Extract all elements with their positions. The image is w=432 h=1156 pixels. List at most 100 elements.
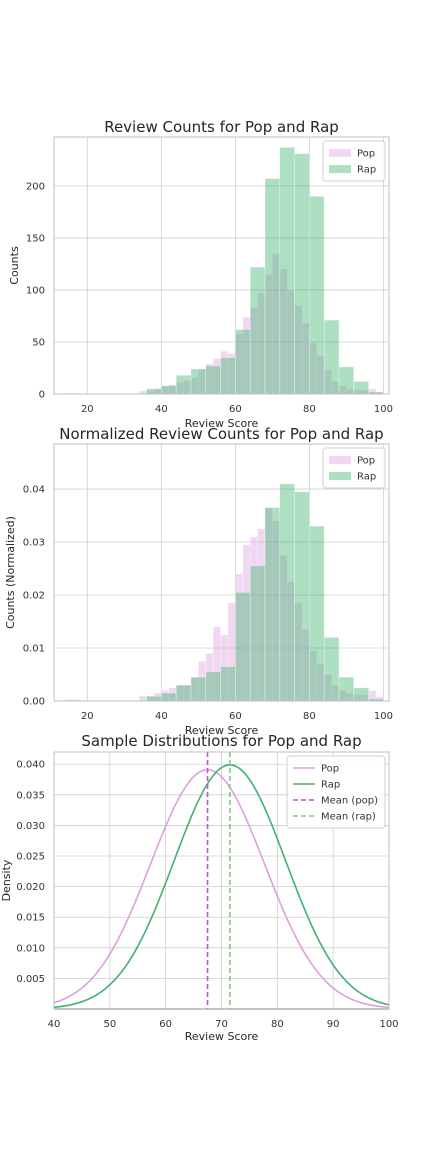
legend-box (322, 140, 386, 182)
y-tick-label: 0.01 (23, 644, 45, 655)
y-axis-label: Counts (Normalized) (4, 516, 17, 629)
legend-label: Mean (rap) (321, 812, 376, 823)
x-tick-label: 50 (103, 1019, 116, 1030)
legend-box (286, 755, 386, 829)
rap-histogram-bar (294, 491, 310, 701)
rap-histogram-bar (220, 666, 236, 701)
legend: Pop Rap Mean (pop) Mean (rap) (286, 755, 386, 829)
rap-histogram-bar (338, 676, 355, 701)
rap-histogram-bar (264, 178, 281, 394)
rap-histogram-bar (279, 147, 295, 394)
y-tick-label: 0 (39, 390, 45, 401)
x-tick-label: 70 (215, 1019, 228, 1030)
x-tick-label: 20 (81, 404, 94, 415)
pop-density-curve (54, 768, 389, 1009)
rap-histogram-bar (279, 483, 295, 701)
rap-histogram-bar (175, 684, 192, 701)
rap-histogram-bar (353, 687, 369, 701)
x-axis-label: Review Score (185, 417, 259, 430)
plot-area (64, 483, 384, 701)
y-tick-label: 0.040 (16, 760, 45, 771)
legend-swatch (329, 456, 351, 464)
y-tick-label: 150 (26, 233, 45, 244)
chart-title: Normalized Review Counts for Pop and Rap (59, 425, 383, 443)
y-tick-label: 0.025 (16, 852, 45, 863)
x-tick-label: 20 (81, 711, 94, 722)
y-tick-label: 100 (26, 285, 45, 296)
y-tick-label: 0.005 (16, 974, 45, 985)
y-tick-label: 0.03 (23, 538, 45, 549)
legend-label: Mean (pop) (321, 796, 378, 807)
y-axis-label: Counts (8, 246, 21, 285)
legend-label: Pop (357, 149, 375, 160)
rap-histogram-bar (205, 365, 221, 394)
x-tick-label: 90 (327, 1019, 340, 1030)
y-tick-label: 0.020 (16, 882, 45, 893)
rap-histogram-bar (161, 385, 177, 394)
rap-histogram-bar (146, 695, 162, 701)
plot-frame (53, 136, 390, 395)
y-tick-label: 0.015 (16, 913, 45, 924)
x-tick-label: 60 (159, 1019, 172, 1030)
rap-histogram-bar (309, 525, 325, 701)
rap-histogram-bar (146, 388, 162, 394)
y-axis-label: Density (0, 859, 13, 901)
x-tick-label: 60 (229, 404, 242, 415)
x-tick-label: 40 (155, 404, 168, 415)
legend-label: Pop (321, 764, 339, 775)
rap-histogram-bar (338, 366, 355, 394)
y-tick-label: 50 (32, 337, 45, 348)
rap-histogram-bar (323, 637, 340, 701)
pop-histogram-bar (72, 699, 81, 701)
rap-histogram-bar (368, 391, 384, 394)
rap-histogram-bar (175, 374, 192, 394)
rap-histogram-bar (205, 671, 221, 701)
chart-review-counts: 20 40 60 80 100 0 50 100 150 200 Review Counts for… (8, 118, 393, 430)
legend-label: Rap (321, 780, 340, 791)
rap-histogram-bar (190, 368, 207, 394)
chart-sample-distributions: 40 50 60 70 80 90 100 0.005 0.010 0.015 0.020 0.025… (0, 732, 399, 1043)
legend-label: Rap (357, 165, 376, 176)
x-tick-label: 100 (374, 404, 393, 415)
rap-histogram-bar (294, 153, 310, 394)
chart-title: Sample Distributions for Pop and Rap (81, 732, 361, 750)
rap-histogram-bar (235, 592, 251, 701)
plot-frame (53, 443, 390, 702)
rap-histogram-bar (190, 676, 207, 701)
rap-histogram-bar (309, 196, 325, 394)
rap-histogram-bar (323, 319, 340, 394)
chart-title: Review Counts for Pop and Rap (104, 118, 339, 136)
rap-histogram-bar (353, 381, 369, 394)
legend: Pop Rap (322, 447, 386, 489)
y-tick-label: 200 (26, 181, 45, 192)
rap-histogram-bar (249, 266, 266, 394)
rap-density-curve (54, 764, 389, 1009)
legend-swatch (329, 165, 351, 173)
x-tick-label: 100 (379, 1019, 398, 1030)
plot-area (54, 752, 389, 1009)
x-axis-label: Review Score (185, 724, 259, 737)
plot-area (64, 147, 384, 394)
x-tick-label: 40 (155, 711, 168, 722)
x-tick-label: 80 (303, 404, 316, 415)
x-tick-label: 80 (303, 711, 316, 722)
rap-histogram-bar (264, 507, 281, 701)
rap-histogram-bar (220, 357, 236, 394)
x-tick-label: 100 (374, 711, 393, 722)
rap-histogram-bar (368, 698, 384, 701)
x-tick-label: 60 (229, 711, 242, 722)
legend: Pop Rap (322, 140, 386, 182)
legend-box (322, 447, 386, 489)
rap-histogram-bar (161, 692, 177, 701)
y-tick-label: 0.00 (23, 697, 45, 708)
x-tick-label: 40 (48, 1019, 61, 1030)
legend-swatch (329, 149, 351, 157)
chart-normalized-review-counts: 20 40 60 80 100 0.00 0.01 0.02 0.03 0.04 Normalize… (4, 425, 393, 737)
x-tick-label: 80 (271, 1019, 284, 1030)
y-tick-label: 0.010 (16, 943, 45, 954)
plot-frame (53, 751, 390, 1010)
x-axis-label: Review Score (185, 1030, 259, 1043)
y-tick-label: 0.030 (16, 821, 45, 832)
legend-label: Rap (357, 472, 376, 483)
